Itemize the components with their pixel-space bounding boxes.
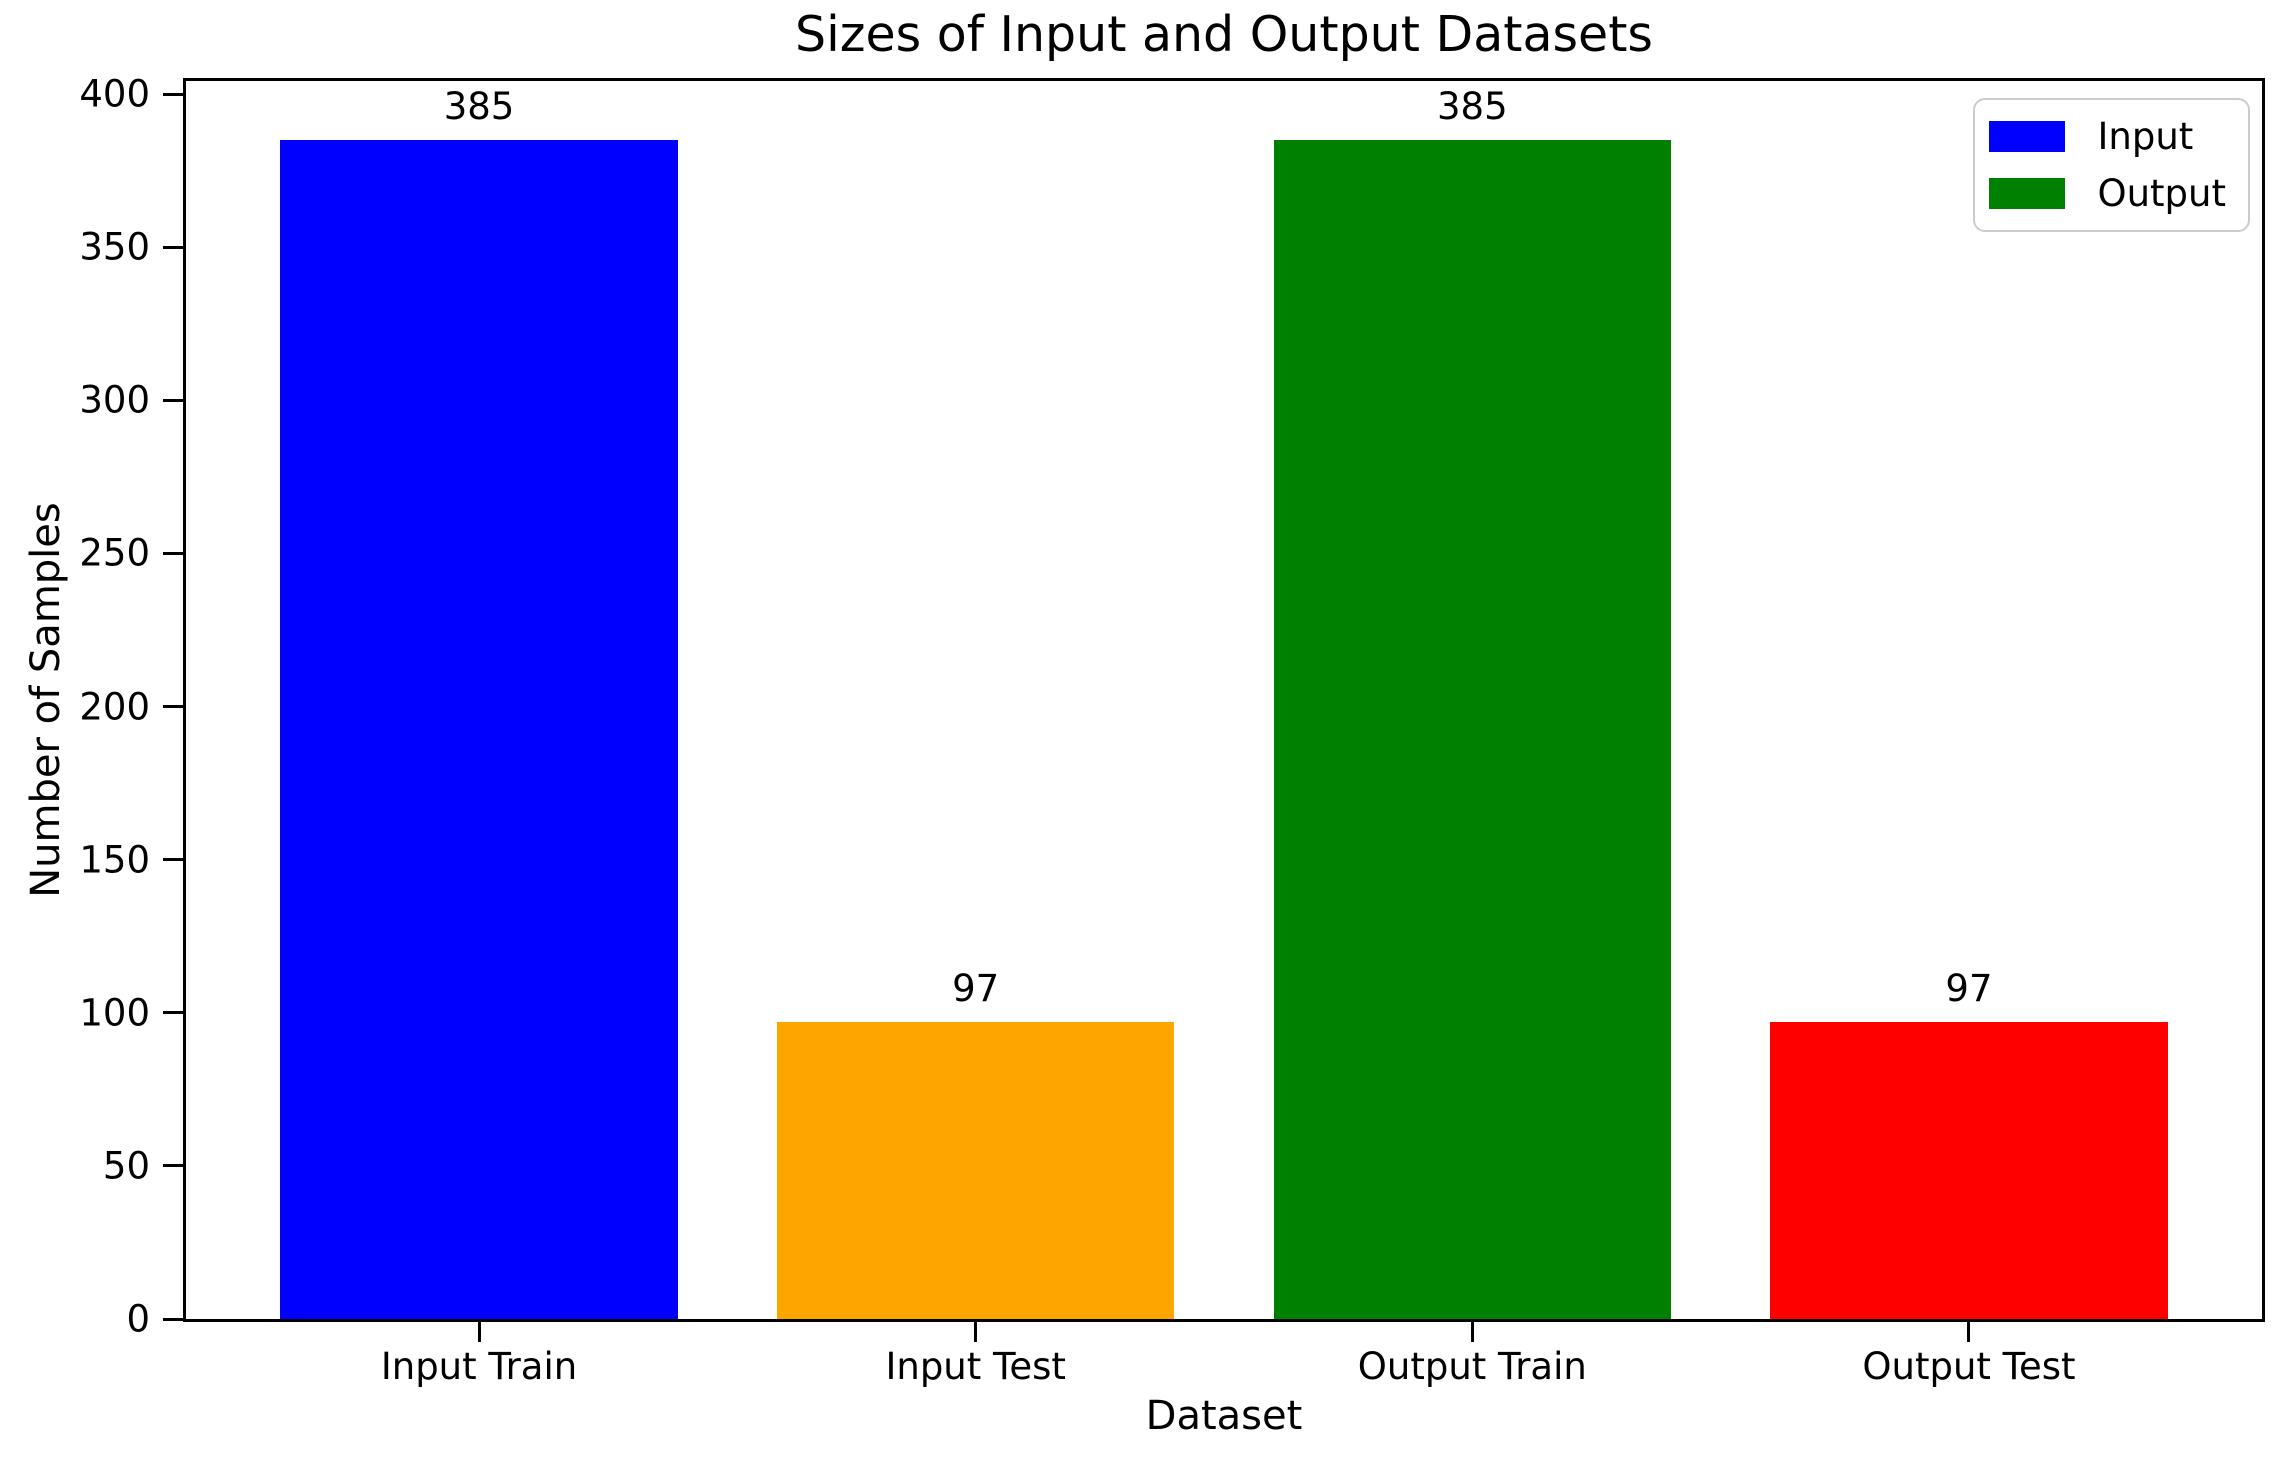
legend-items: Input Output: [1989, 108, 2226, 222]
legend-swatch-output: [1989, 178, 2066, 209]
legend-label: Input: [2097, 115, 2194, 158]
y-axis-label: Number of Samples: [23, 502, 69, 898]
y-tick-mark: [163, 705, 183, 709]
bar-output-test: [1770, 1021, 2168, 1319]
y-tick-mark: [163, 245, 183, 249]
y-tick-label: 350: [79, 225, 150, 269]
plot-area: Input Output 0 50 100 150 200 250 300 350 400 385 I…: [79, 73, 2265, 1388]
bar-value-label: 385: [443, 84, 515, 128]
bar-input-train: [280, 139, 678, 1319]
y-tick-label: 50: [102, 1144, 150, 1188]
y-tick-mark: [163, 1164, 183, 1168]
x-tick-label: Input Test: [885, 1345, 1066, 1388]
x-tick-mark: [477, 1322, 481, 1342]
legend: Input Output: [1973, 98, 2250, 232]
bar-value-label: 97: [1945, 966, 1993, 1010]
bar-input-test: [777, 1021, 1175, 1319]
y-tick-label: 200: [79, 685, 150, 729]
chart-title: Sizes of Input and Output Datasets: [795, 6, 1653, 63]
y-tick-mark: [163, 92, 183, 96]
x-tick-label: Input Train: [380, 1345, 578, 1388]
legend-item-input: Input: [1989, 108, 2226, 165]
legend-item-output: Output: [1989, 165, 2226, 222]
x-tick-label: Output Test: [1862, 1345, 2076, 1388]
x-axis-label: Dataset: [1145, 1393, 1303, 1439]
y-tick-mark: [163, 398, 183, 402]
x-tick-mark: [1967, 1322, 1971, 1342]
y-tick-label: 150: [79, 838, 150, 882]
y-tick-mark: [163, 858, 183, 862]
bar-value-label: 97: [952, 966, 1000, 1010]
y-tick-label: 400: [79, 72, 150, 116]
y-tick-mark: [163, 1317, 183, 1321]
y-tick-label: 250: [79, 531, 150, 575]
y-tick-label: 0: [126, 1297, 150, 1341]
x-tick-mark: [974, 1322, 978, 1342]
x-tick-mark: [1470, 1322, 1474, 1342]
bar-output-train: [1273, 139, 1671, 1319]
bar-value-label: 385: [1437, 84, 1508, 128]
y-tick-mark: [163, 1011, 183, 1015]
x-tick-label: Output Train: [1357, 1345, 1587, 1388]
y-tick-mark: [163, 551, 183, 555]
y-tick-label: 100: [79, 991, 150, 1035]
legend-swatch-input: [1989, 121, 2066, 152]
y-tick-label: 300: [79, 378, 150, 422]
legend-label: Output: [2097, 172, 2226, 215]
